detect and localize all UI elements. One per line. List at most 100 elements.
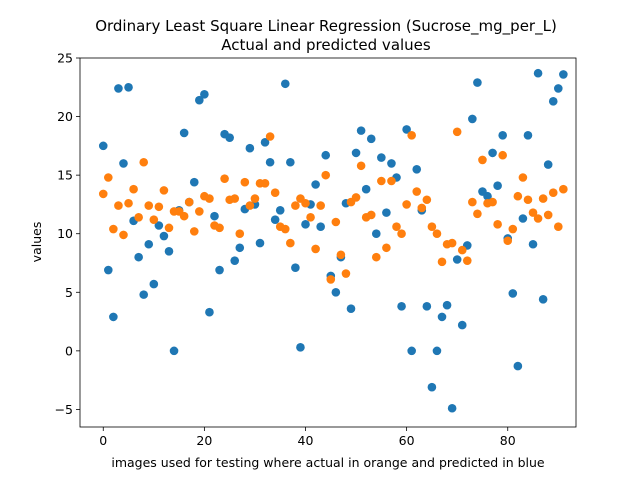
x-tick-label: 40 (298, 433, 314, 448)
data-point-series-2 (164, 223, 174, 233)
data-point-series-2 (250, 194, 260, 203)
data-point-series-2 (478, 155, 487, 165)
data-point-series-2 (260, 179, 270, 188)
data-point-series-2 (351, 193, 361, 202)
data-point-series-2 (488, 197, 497, 207)
data-point-series-1 (528, 239, 538, 249)
y-tick-label: −5 (55, 402, 73, 417)
data-point-series-2 (447, 238, 457, 248)
data-point-series-1 (124, 82, 133, 92)
data-point-series-2 (382, 243, 391, 253)
data-point-series-1 (356, 126, 366, 135)
y-tick-label: 20 (57, 109, 73, 124)
data-point-series-2 (265, 132, 275, 141)
data-point-series-2 (280, 224, 290, 234)
x-tick-label: 80 (500, 433, 516, 448)
data-point-series-2 (498, 150, 507, 160)
data-point-series-2 (427, 222, 437, 231)
data-point-series-2 (321, 170, 331, 180)
data-point-series-1 (311, 180, 320, 189)
data-point-series-1 (447, 403, 457, 413)
data-point-series-2 (331, 217, 341, 227)
data-point-series-1 (301, 220, 310, 229)
data-point-series-1 (351, 148, 361, 158)
data-point-series-2 (468, 197, 477, 207)
data-point-series-2 (397, 229, 406, 239)
data-point-series-2 (559, 184, 568, 194)
data-point-series-1 (275, 205, 285, 215)
data-point-series-1 (280, 79, 290, 89)
data-point-series-2 (306, 213, 315, 222)
data-point-series-2 (311, 244, 320, 254)
data-point-series-1 (98, 141, 108, 151)
data-point-series-1 (488, 148, 497, 158)
data-point-series-1 (235, 243, 245, 253)
data-point-series-2 (392, 222, 401, 231)
data-point-series-1 (533, 68, 543, 78)
data-point-series-1 (397, 302, 406, 311)
data-point-series-2 (422, 195, 432, 205)
data-point-series-2 (215, 223, 224, 233)
data-point-series-1 (144, 239, 154, 249)
data-point-series-2 (437, 257, 447, 267)
data-point-series-2 (184, 197, 194, 207)
data-point-series-1 (554, 84, 563, 93)
data-point-series-2 (240, 177, 250, 187)
data-point-series-2 (301, 198, 310, 208)
data-point-series-2 (326, 275, 336, 284)
data-point-series-1 (498, 131, 507, 140)
chart-subtitle: Actual and predicted values (221, 36, 431, 54)
data-point-series-1 (559, 70, 568, 79)
y-tick-label: 15 (57, 168, 73, 183)
data-point-series-2 (432, 229, 442, 239)
data-point-series-1 (169, 346, 179, 356)
y-axis-ticks: −5 0 5 10 15 20 25 (55, 51, 80, 417)
data-point-series-1 (513, 361, 523, 371)
data-point-series-2 (336, 250, 346, 260)
x-tick-label: 60 (399, 433, 415, 448)
data-point-series-2 (235, 229, 245, 239)
x-tick-label: 0 (99, 433, 107, 448)
data-point-series-1 (382, 208, 391, 217)
data-point-series-1 (210, 211, 219, 221)
data-point-series-1 (114, 84, 123, 93)
data-point-series-2 (508, 224, 518, 234)
data-point-series-1 (371, 229, 381, 239)
data-point-series-2 (291, 201, 300, 210)
data-point-series-2 (366, 210, 376, 220)
data-point-series-1 (195, 95, 204, 105)
data-point-series-2 (356, 161, 366, 171)
data-point-series-2 (245, 201, 255, 210)
data-point-series-1 (316, 222, 325, 231)
data-point-series-1 (296, 343, 305, 352)
data-point-series-1 (508, 289, 518, 298)
data-point-series-1 (422, 302, 432, 311)
data-point-series-2 (104, 173, 113, 182)
data-point-series-1 (270, 215, 280, 224)
data-point-series-2 (417, 203, 427, 213)
data-point-series-2 (119, 230, 128, 240)
data-point-series-2 (124, 198, 133, 208)
data-point-series-2 (554, 222, 563, 231)
data-point-series-1 (225, 133, 234, 142)
data-point-series-1 (255, 238, 265, 248)
data-point-series-2 (473, 209, 482, 219)
data-point-series-2 (548, 188, 558, 198)
data-point-series-2 (543, 210, 553, 220)
data-point-series-1 (437, 312, 447, 322)
data-point-series-1 (452, 255, 462, 264)
data-point-series-1 (473, 78, 482, 87)
data-point-series-1 (387, 159, 396, 168)
data-point-series-2 (377, 176, 386, 186)
chart-title: Ordinary Least Square Linear Regression … (95, 17, 557, 36)
data-point-series-2 (144, 201, 154, 210)
data-point-series-1 (179, 128, 189, 138)
data-point-series-2 (533, 214, 543, 223)
data-point-series-2 (149, 215, 159, 224)
data-point-series-1 (291, 263, 300, 272)
data-point-series-2 (98, 189, 108, 199)
data-point-series-2 (195, 207, 204, 216)
data-point-series-1 (412, 164, 422, 174)
data-point-series-2 (114, 201, 123, 210)
